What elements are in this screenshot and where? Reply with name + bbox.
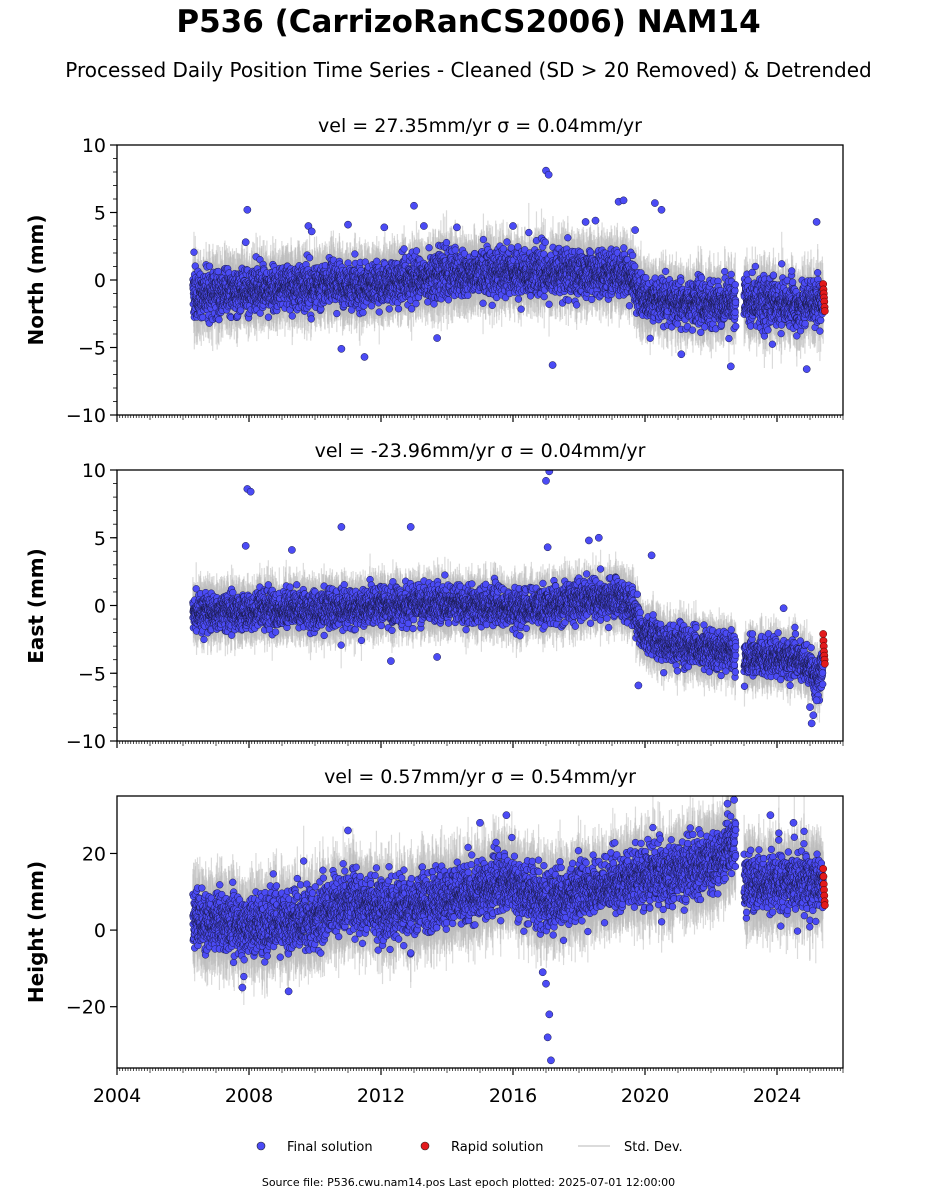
- legend: Final solution Rapid solution Std. Dev.: [256, 1140, 683, 1155]
- legend-final-marker: [256, 1141, 266, 1151]
- chart-figure: vel = 27.35mm/yr σ = 0.04mm/yr North (mm…: [24, 115, 844, 1155]
- panel-east: vel = -23.96mm/yr σ = 0.04mm/yr East (mm…: [24, 440, 646, 664]
- panel-north-subtitle: vel = 27.35mm/yr σ = 0.04mm/yr: [318, 115, 642, 137]
- panel-north-marks: [189, 166, 829, 373]
- panel-height: vel = 0.57mm/yr σ = 0.54mm/yr Height (mm…: [24, 766, 636, 1003]
- panel-north: vel = 27.35mm/yr σ = 0.04mm/yr North (mm…: [24, 115, 642, 346]
- legend-rapid-marker: [420, 1141, 430, 1151]
- panel-height-subtitle: vel = 0.57mm/yr σ = 0.54mm/yr: [324, 766, 636, 788]
- panel-east-subtitle: vel = -23.96mm/yr σ = 0.04mm/yr: [315, 440, 646, 462]
- legend-final-label: Final solution: [287, 1140, 373, 1155]
- chart-subtitle: Processed Daily Position Time Series - C…: [0, 58, 937, 82]
- panel-north-ylabel: North (mm): [24, 214, 48, 345]
- chart-title: P536 (CarrizoRanCS2006) NAM14: [0, 4, 937, 40]
- panel-height-ylabel: Height (mm): [24, 861, 48, 1003]
- legend-rapid-label: Rapid solution: [451, 1140, 543, 1155]
- panel-east-ylabel: East (mm): [24, 548, 48, 664]
- legend-stddev-label: Std. Dev.: [624, 1140, 683, 1155]
